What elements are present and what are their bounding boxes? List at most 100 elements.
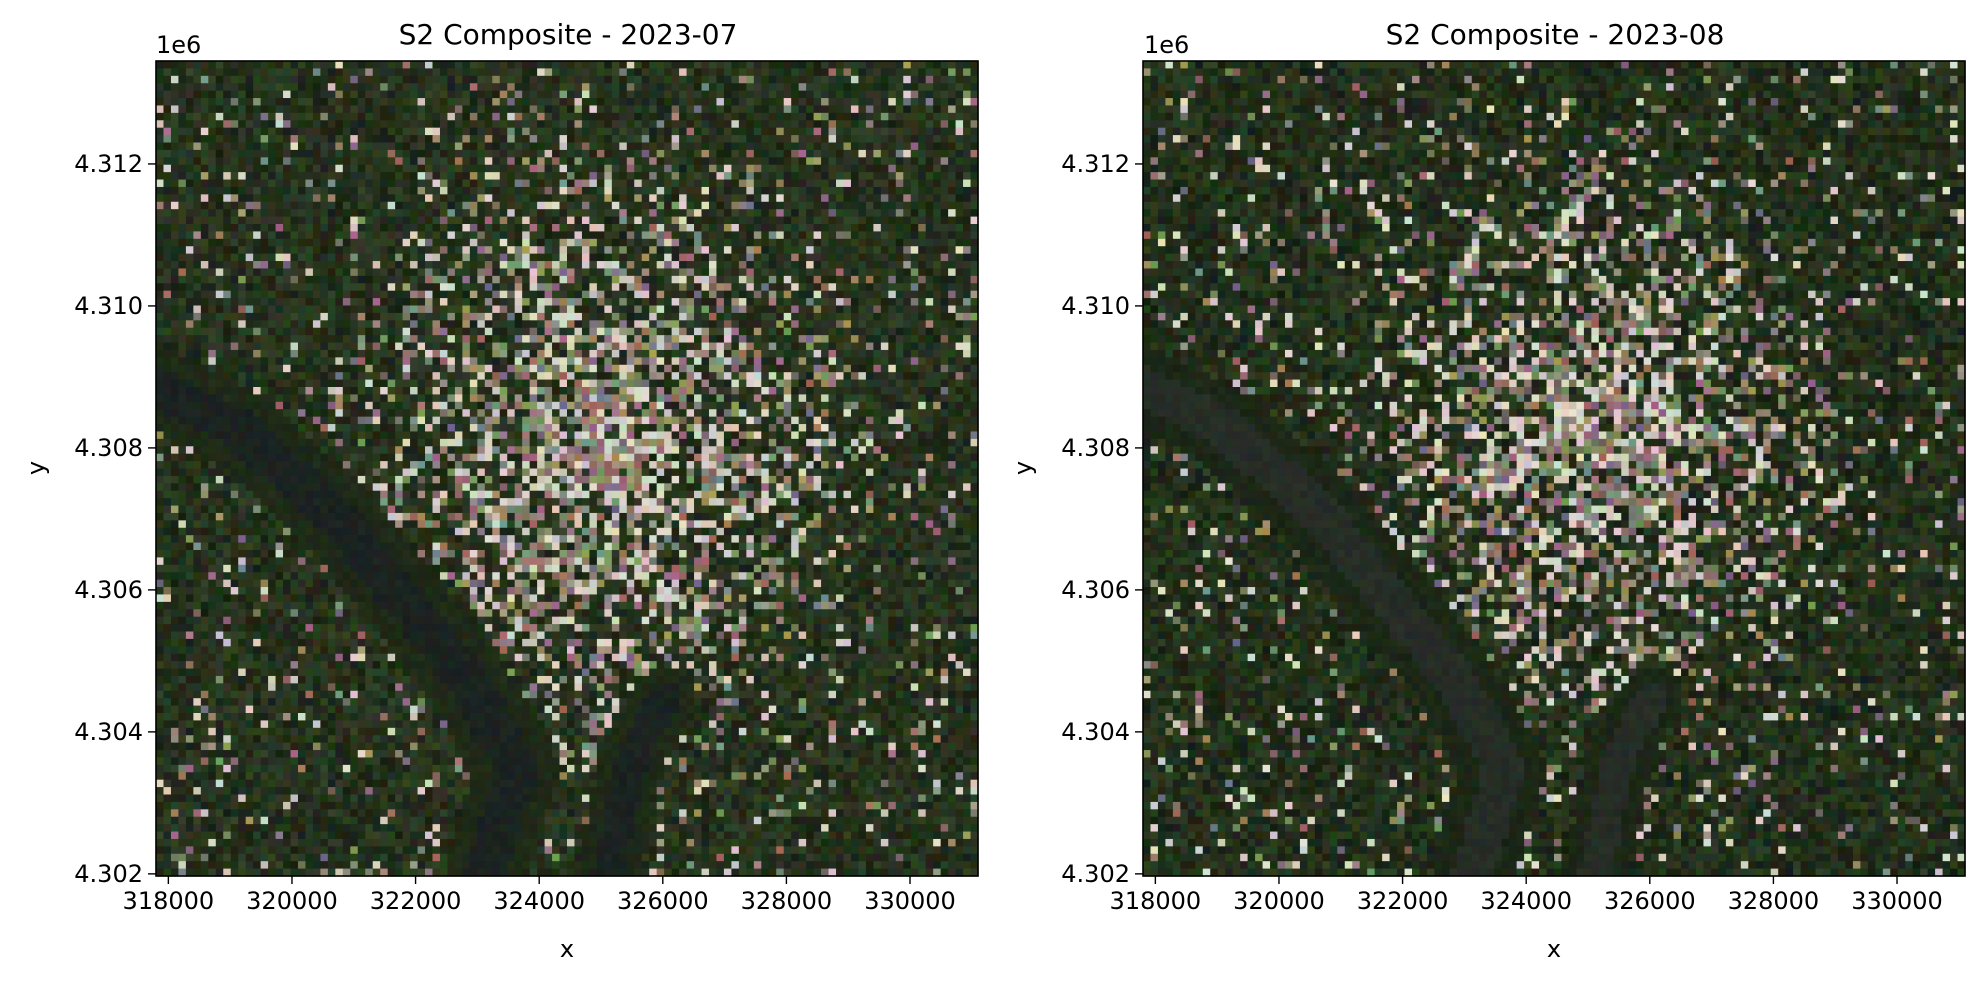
raster-pixel [716, 180, 724, 188]
raster-pixel [866, 98, 874, 106]
raster-pixel [589, 143, 597, 151]
raster-pixel [731, 180, 739, 188]
raster-pixel [873, 165, 881, 173]
raster-pixel [320, 187, 328, 195]
panel-2023-07: S2 Composite - 2023-07 1e6 318000 320000 3… [22, 18, 979, 963]
raster-pixel [709, 135, 717, 143]
raster-pixel [866, 68, 874, 76]
raster-pixel [574, 105, 582, 113]
raster-pixel [395, 98, 403, 106]
raster-pixel [918, 91, 926, 99]
raster-pixel [873, 180, 881, 188]
raster-pixel [328, 68, 336, 76]
raster-pixel [223, 224, 231, 232]
raster-pixel [201, 120, 209, 128]
raster-pixel [350, 157, 358, 165]
raster-pixel [515, 83, 523, 91]
raster-pixel [291, 224, 299, 232]
raster-pixel [358, 91, 366, 99]
raster-pixel [298, 113, 306, 121]
raster-pixel [948, 157, 956, 165]
raster-pixel [582, 150, 590, 158]
raster-pixel [657, 128, 665, 136]
raster-pixel [821, 157, 829, 165]
raster-pixel [888, 209, 896, 217]
raster-pixel [634, 68, 642, 76]
raster-pixel [216, 187, 224, 195]
raster-pixel [231, 113, 239, 121]
raster-pixel [657, 209, 665, 217]
raster-pixel [418, 135, 426, 143]
raster-pixel [231, 61, 239, 69]
raster-pixel [545, 172, 553, 180]
raster-pixel [746, 202, 754, 210]
raster-pixel [231, 83, 239, 91]
raster-pixel [746, 143, 754, 151]
raster-pixel [679, 217, 687, 225]
raster-pixel [784, 209, 792, 217]
raster-pixel [814, 61, 822, 69]
raster-pixel [829, 135, 837, 143]
raster-pixel [634, 135, 642, 143]
raster-pixel [582, 217, 590, 225]
raster-pixel [702, 91, 710, 99]
raster-pixel [291, 61, 299, 69]
raster-pixel [851, 180, 859, 188]
raster-pixel [283, 128, 291, 136]
raster-pixel [522, 165, 530, 173]
raster-pixel [380, 143, 388, 151]
raster-pixel [193, 76, 201, 84]
raster-pixel [664, 61, 672, 69]
raster-pixel [462, 180, 470, 188]
raster-pixel [261, 194, 269, 202]
raster-pixel [343, 157, 351, 165]
raster-pixel [604, 83, 612, 91]
raster-pixel [515, 187, 523, 195]
raster-pixel [507, 91, 515, 99]
raster-pixel [530, 68, 538, 76]
raster-pixel [365, 76, 373, 84]
raster-pixel [320, 150, 328, 158]
raster-pixel [784, 91, 792, 99]
raster-pixel [649, 120, 657, 128]
raster-pixel [223, 68, 231, 76]
raster-pixel [530, 143, 538, 151]
raster-pixel [627, 165, 635, 173]
raster-pixel [253, 165, 261, 173]
raster-pixel [829, 157, 837, 165]
raster-pixel [589, 165, 597, 173]
raster-pixel [477, 113, 485, 121]
raster-pixel [410, 120, 418, 128]
raster-pixel [560, 76, 568, 84]
raster-pixel [896, 105, 904, 113]
raster-pixel [679, 128, 687, 136]
raster-pixel [604, 194, 612, 202]
raster-pixel [799, 128, 807, 136]
raster-pixel [619, 194, 627, 202]
raster-pixel [642, 113, 650, 121]
raster-pixel [253, 128, 261, 136]
raster-pixel [634, 202, 642, 210]
raster-pixel [186, 224, 194, 232]
raster-pixel [350, 120, 358, 128]
raster-pixel [903, 61, 911, 69]
raster-pixel [276, 61, 284, 69]
raster-pixel [769, 194, 777, 202]
raster-pixel [881, 165, 889, 173]
raster-pixel [724, 165, 732, 173]
raster-pixel [597, 180, 605, 188]
raster-pixel [702, 180, 710, 188]
raster-pixel [373, 135, 381, 143]
raster-pixel [418, 91, 426, 99]
raster-pixel [500, 180, 508, 188]
raster-pixel [410, 172, 418, 180]
raster-pixel [425, 135, 433, 143]
raster-pixel [462, 135, 470, 143]
raster-pixel [455, 91, 463, 99]
raster-pixel [821, 83, 829, 91]
raster-pixel [903, 217, 911, 225]
raster-pixel [821, 150, 829, 158]
raster-pixel [560, 105, 568, 113]
raster-pixel [515, 91, 523, 99]
raster-pixel [268, 120, 276, 128]
